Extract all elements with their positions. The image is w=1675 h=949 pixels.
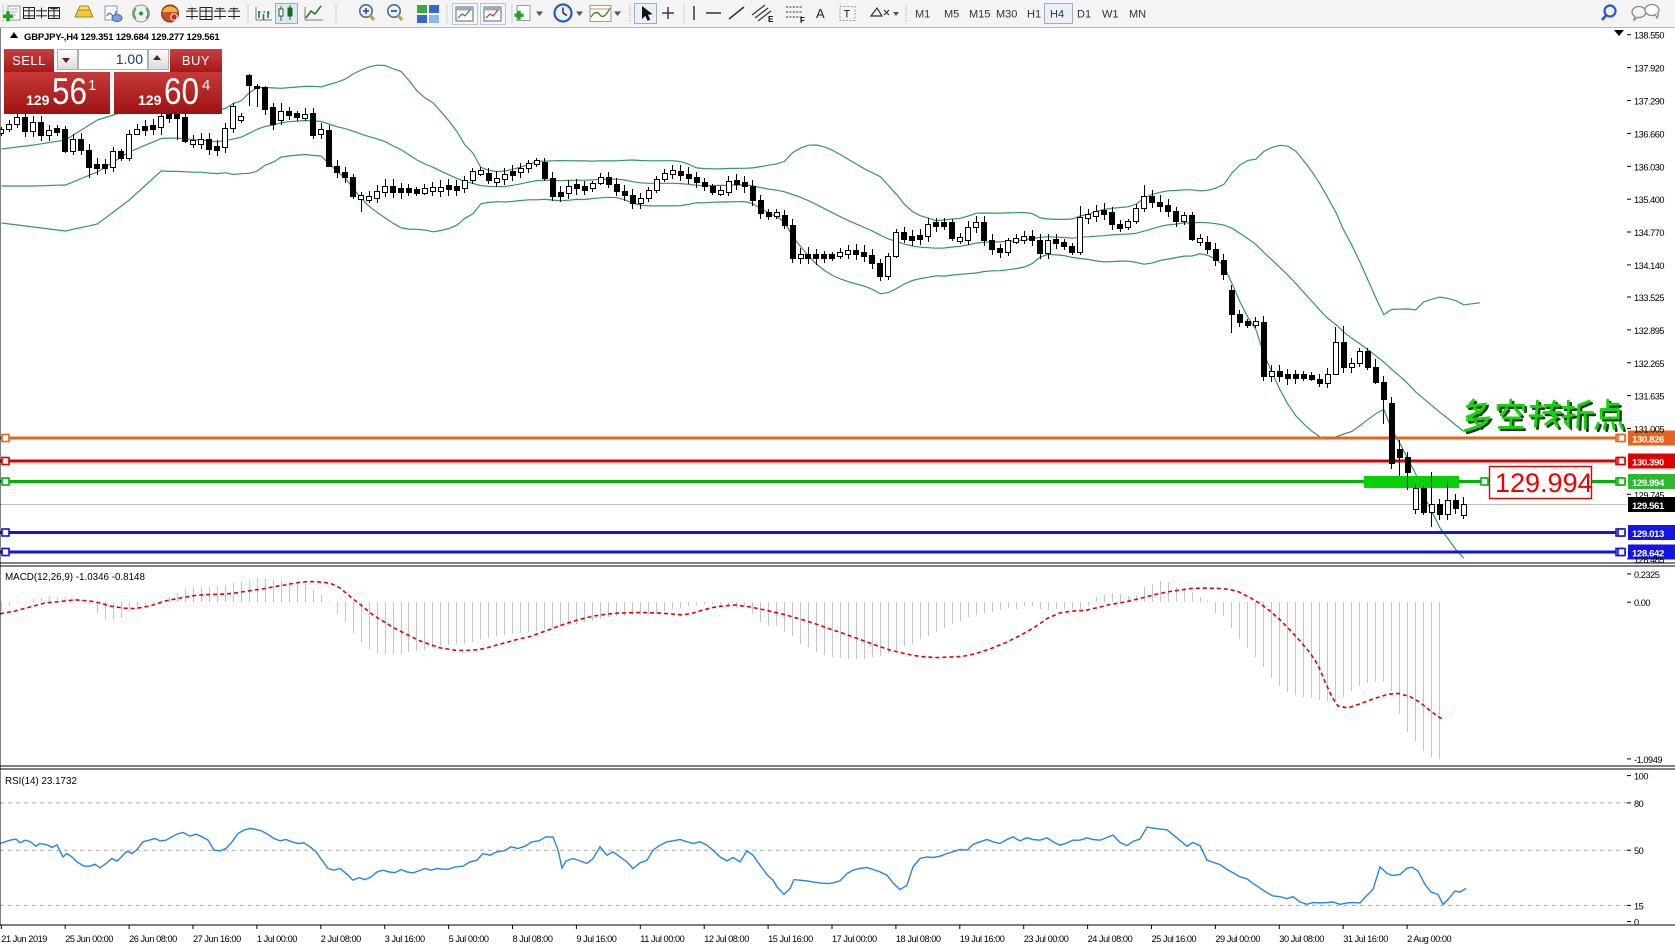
svg-text:MN: MN	[1129, 9, 1146, 21]
svg-text:133.525: 133.525	[1634, 293, 1664, 303]
svg-text:128.642: 128.642	[1632, 549, 1664, 560]
svg-text:30 Jul 08:00: 30 Jul 08:00	[1279, 934, 1324, 944]
svg-text:26 Jun 08:00: 26 Jun 08:00	[129, 934, 177, 944]
svg-text:18 Jul 08:00: 18 Jul 08:00	[896, 934, 941, 944]
svg-text:M1: M1	[915, 9, 930, 21]
svg-text:137.290: 137.290	[1634, 97, 1664, 107]
svg-text:129.994: 129.994	[1495, 468, 1593, 498]
svg-text:M30: M30	[996, 9, 1017, 21]
svg-text:15: 15	[1634, 901, 1644, 911]
svg-text:8 Jul 08:00: 8 Jul 08:00	[513, 934, 553, 944]
svg-text:135.400: 135.400	[1634, 195, 1664, 205]
svg-text:130.826: 130.826	[1632, 435, 1664, 446]
svg-text:138.550: 138.550	[1634, 31, 1664, 41]
svg-text:25 Jun 00:00: 25 Jun 00:00	[65, 934, 113, 944]
svg-text:27 Jun 16:00: 27 Jun 16:00	[193, 934, 241, 944]
svg-text:M15: M15	[969, 9, 990, 21]
svg-text:2 Jul 08:00: 2 Jul 08:00	[321, 934, 361, 944]
svg-text:M5: M5	[944, 9, 959, 21]
svg-text:130.390: 130.390	[1632, 458, 1664, 469]
svg-text:H4: H4	[1050, 9, 1064, 21]
svg-text:15 Jul 16:00: 15 Jul 16:00	[768, 934, 813, 944]
svg-text:A: A	[816, 6, 825, 21]
svg-text:100: 100	[1634, 772, 1648, 782]
svg-text:-1.0949: -1.0949	[1634, 755, 1662, 765]
svg-text:129.994: 129.994	[1632, 478, 1665, 489]
svg-text:0.2325: 0.2325	[1634, 570, 1660, 580]
svg-text:134.140: 134.140	[1634, 261, 1664, 271]
svg-text:25 Jul 16:00: 25 Jul 16:00	[1152, 934, 1197, 944]
svg-text:24 Jul 08:00: 24 Jul 08:00	[1088, 934, 1133, 944]
svg-text:11 Jul 00:00: 11 Jul 00:00	[640, 934, 684, 944]
svg-text:136.660: 136.660	[1634, 129, 1664, 139]
svg-text:RSI(14) 23.1732: RSI(14) 23.1732	[5, 776, 77, 787]
svg-text:19 Jul 16:00: 19 Jul 16:00	[960, 934, 1005, 944]
svg-text:12 Jul 08:00: 12 Jul 08:00	[704, 934, 749, 944]
svg-text:GBPJPY-,H4 129.351 129.684 12: GBPJPY-,H4 129.351 129.684 129.277 129.5…	[24, 32, 220, 43]
svg-text:W1: W1	[1102, 9, 1119, 21]
svg-text:F: F	[800, 16, 805, 25]
svg-text:T: T	[844, 9, 851, 21]
svg-text:137.920: 137.920	[1634, 64, 1664, 74]
svg-text:5 Jul 00:00: 5 Jul 00:00	[449, 934, 489, 944]
svg-text:1 Jul 00:00: 1 Jul 00:00	[257, 934, 297, 944]
svg-text:50: 50	[1634, 846, 1644, 856]
svg-text:80: 80	[1634, 799, 1644, 809]
svg-text:31 Jul 16:00: 31 Jul 16:00	[1343, 934, 1388, 944]
svg-text:D1: D1	[1077, 9, 1091, 21]
svg-text:9 Jul 16:00: 9 Jul 16:00	[576, 934, 616, 944]
svg-text:H1: H1	[1027, 9, 1041, 21]
svg-text:129.013: 129.013	[1632, 529, 1664, 540]
svg-text:132.895: 132.895	[1634, 326, 1664, 336]
svg-text:132.265: 132.265	[1634, 359, 1664, 369]
svg-text:3 Jul 16:00: 3 Jul 16:00	[385, 934, 425, 944]
svg-text:134.770: 134.770	[1634, 228, 1664, 238]
svg-text:129.745: 129.745	[1634, 490, 1664, 500]
svg-text:29 Jul 00:00: 29 Jul 00:00	[1215, 934, 1260, 944]
svg-text:21 Jun 2019: 21 Jun 2019	[1, 934, 47, 944]
svg-text:131.005: 131.005	[1634, 425, 1664, 435]
svg-text:E: E	[768, 15, 774, 24]
svg-text:0: 0	[1634, 918, 1639, 928]
svg-text:MACD(12,26,9) -1.0346 -0.8148: MACD(12,26,9) -1.0346 -0.8148	[5, 572, 146, 583]
svg-text:129.561: 129.561	[1632, 501, 1665, 512]
svg-text:17 Jul 00:00: 17 Jul 00:00	[832, 934, 877, 944]
svg-text:131.635: 131.635	[1634, 392, 1664, 402]
svg-text:2 Aug 00:00: 2 Aug 00:00	[1407, 934, 1451, 944]
svg-text:23 Jul 00:00: 23 Jul 00:00	[1024, 934, 1069, 944]
svg-text:0.00: 0.00	[1634, 598, 1650, 608]
svg-text:136.030: 136.030	[1634, 162, 1664, 172]
svg-text:128.485: 128.485	[1634, 555, 1664, 565]
